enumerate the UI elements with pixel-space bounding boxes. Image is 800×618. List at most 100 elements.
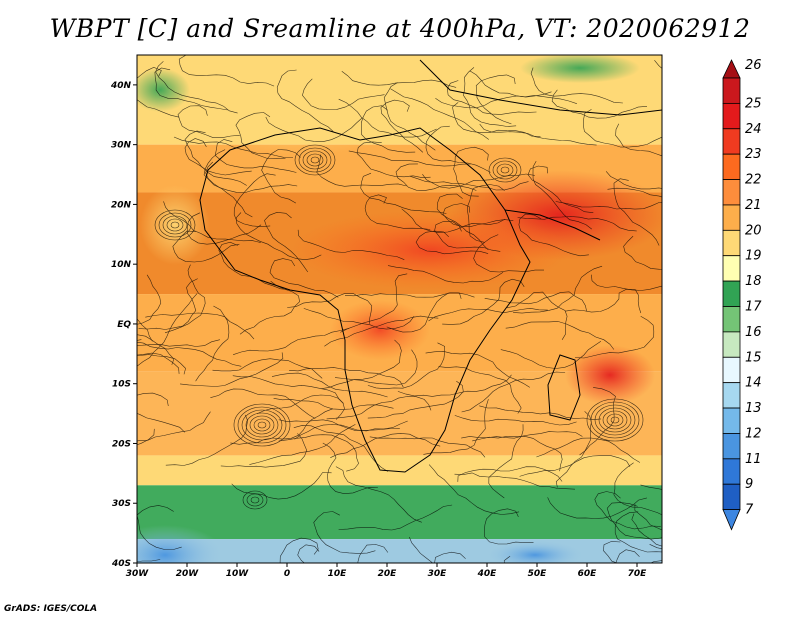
- streamline: [614, 511, 662, 553]
- streamline: [172, 230, 240, 263]
- streamline: [513, 265, 603, 314]
- wbpt-field-detail: [137, 55, 662, 563]
- lon-tick-label: 30W: [126, 569, 150, 579]
- streamline: [341, 70, 457, 88]
- streamline: [137, 352, 180, 374]
- colorbar-swatch: [722, 356, 741, 384]
- streamline: [605, 171, 662, 190]
- streamline: [425, 350, 530, 388]
- streamline: [324, 315, 439, 347]
- streamline: [469, 70, 577, 104]
- streamline: [203, 149, 253, 218]
- colorbar-swatch: [722, 255, 741, 282]
- vortex-ring: [302, 150, 328, 170]
- streamline: [547, 497, 647, 519]
- colorbar-label: 22: [745, 173, 762, 188]
- streamline: [527, 165, 594, 213]
- streamline: [591, 274, 662, 291]
- lat-tick-label: 20N: [111, 200, 132, 210]
- lat-tick-label: 30S: [112, 499, 131, 509]
- colorbar-swatch: [722, 280, 741, 307]
- colorbar-label: 13: [745, 401, 762, 416]
- vortex-ring: [598, 407, 632, 433]
- streamline: [137, 411, 211, 442]
- streamline: [447, 80, 537, 115]
- vortex-ring: [170, 221, 180, 229]
- vortex-ring: [594, 404, 636, 436]
- colorbar-label: 25: [745, 96, 762, 111]
- streamline: [506, 291, 568, 340]
- colorbar-bottom-arrow: [722, 509, 741, 531]
- streamline: [457, 466, 563, 482]
- streamline: [551, 89, 648, 119]
- streamline: [582, 109, 662, 148]
- plot-frame: [136, 54, 663, 564]
- colorbar-swatch: [722, 306, 741, 333]
- vortex-ring: [488, 157, 522, 183]
- streamline: [184, 130, 252, 176]
- streamline: [532, 160, 592, 230]
- streamline: [340, 273, 408, 333]
- streamline: [438, 366, 522, 414]
- streamline: [137, 293, 198, 367]
- streamline: [214, 139, 297, 173]
- streamline: [137, 524, 161, 563]
- colorbar-label: 21: [745, 198, 762, 213]
- colorbar-label: 15: [745, 350, 762, 365]
- colorbar-label: 7: [745, 503, 754, 518]
- streamline: [348, 150, 471, 167]
- streamline: [137, 341, 242, 367]
- streamline: [279, 537, 319, 563]
- streamline: [360, 105, 416, 153]
- streamline: [530, 67, 623, 104]
- vortex-ring: [602, 410, 628, 430]
- longitude-axis: 30W 20W 10W 0 10E 20E 30E 40E 50E 60E 70E: [126, 563, 647, 579]
- streamline: [383, 82, 436, 151]
- streamline: [297, 544, 320, 563]
- streamline: [453, 146, 489, 197]
- streamline: [138, 278, 198, 330]
- vortex-ring: [294, 144, 336, 176]
- streamline: [155, 61, 238, 114]
- colorbar-top-arrow: [722, 59, 741, 79]
- streamline: [316, 154, 407, 187]
- streamline: [177, 105, 240, 138]
- plot-area: [137, 55, 662, 563]
- streamline: [423, 399, 489, 455]
- streamline: [154, 67, 228, 111]
- streamline: [415, 230, 489, 255]
- lat-tick-label: EQ: [117, 320, 131, 330]
- vortex-ring: [310, 156, 320, 164]
- streamline: [615, 123, 662, 157]
- colorbar-label: 19: [745, 249, 762, 264]
- vortex-ring: [162, 215, 188, 235]
- streamline: [409, 175, 529, 191]
- streamline: [239, 280, 300, 335]
- vortex-ring: [298, 147, 332, 173]
- lon-tick-label: 20W: [176, 569, 200, 579]
- streamline: [173, 136, 294, 158]
- colorbar-swatch: [722, 331, 741, 358]
- streamline: [230, 408, 334, 445]
- streamlines: [137, 55, 662, 563]
- colorbar-label: 11: [745, 452, 762, 467]
- field-band-5: [137, 455, 662, 486]
- streamline: [367, 342, 446, 390]
- streamline: [164, 264, 206, 334]
- streamline: [335, 466, 422, 523]
- colorbar-swatch: [722, 153, 741, 180]
- colorbar-swatch: [722, 128, 741, 155]
- vortex-ring: [257, 421, 267, 429]
- streamline: [163, 201, 261, 243]
- streamline: [483, 508, 534, 545]
- streamline: [233, 173, 276, 228]
- streamline: [264, 211, 309, 273]
- streamline: [518, 213, 589, 257]
- streamline: [436, 193, 489, 251]
- streamline: [220, 433, 308, 468]
- streamline: [500, 340, 602, 369]
- vortex-ring: [250, 496, 260, 504]
- streamline: [649, 544, 662, 550]
- streamline: [454, 472, 576, 490]
- streamline: [517, 216, 637, 232]
